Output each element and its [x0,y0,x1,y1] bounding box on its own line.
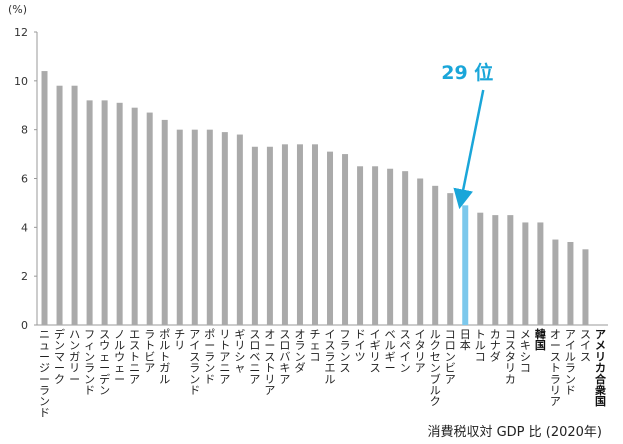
bar [56,85,63,325]
category-label: 韓国 [535,327,546,352]
bar [176,129,183,325]
category-label: チェコ [309,328,320,363]
bar [281,144,288,325]
category-label: ルクセンブルク [430,328,441,408]
category-label: リトアニア [219,328,230,386]
bar [311,144,318,325]
bar [266,146,273,325]
category-label: イタリア [415,328,426,375]
y-axis-unit: (%) [8,3,27,16]
bar [116,102,123,325]
bar [537,222,544,325]
category-label: スペイン [400,328,411,375]
y-tick-label: 8 [21,124,28,137]
bar [327,151,334,325]
bar-highlight-japan [462,205,469,325]
category-label: デンマーク [54,327,65,386]
bar [206,129,213,325]
category-label: ドイツ [355,328,366,363]
bar [131,107,138,325]
category-label: スイス [580,328,591,363]
bar [477,212,484,325]
bar [402,171,409,325]
bar [161,119,168,326]
bar [432,185,439,325]
category-label: オーストリア [264,328,275,397]
bar [221,132,228,325]
bar [372,166,379,325]
bar [101,100,108,325]
bar [417,178,424,325]
category-label: ニュージーランド [39,328,50,419]
category-label: イギリス [370,328,381,375]
bar [296,144,303,325]
bar [492,215,499,325]
bar [357,166,364,325]
category-label: ベルギー [385,328,396,375]
category-label: フランス [340,328,351,375]
y-tick-label: 0 [21,319,28,332]
category-label: チリ [174,328,185,352]
category-label: ギリシャ [234,328,245,375]
bar [522,222,529,325]
bar [387,168,394,325]
category-label: アイルランド [565,328,576,397]
y-tick-label: 10 [14,75,28,88]
bar [71,85,78,325]
category-label: オーストラリア [550,328,561,408]
bar [582,249,589,325]
category-label: コロンビア [445,328,456,386]
bar [236,134,243,325]
category-label: 日本 [460,328,471,352]
category-label: スロベニア [249,328,260,386]
category-label: トルコ [475,328,486,363]
category-label: コスタリカ [505,328,516,386]
category-label: スロバキア [279,328,290,386]
bar-series [41,71,589,326]
bar [447,193,454,325]
category-label: イスラエル [325,328,336,386]
y-tick-label: 4 [21,221,28,234]
bar [567,241,574,325]
bar [86,100,93,325]
category-label: オランダ [294,328,305,375]
y-tick-label: 2 [21,270,28,283]
category-label: メキシコ [520,328,531,375]
category-label: アメリカ合衆国 [595,328,607,408]
y-tick-label: 12 [14,26,28,39]
bar [41,71,48,325]
bar [552,239,559,325]
category-labels: ニュージーランドデンマークハンガリーフィンランドスウェーデンノルウェーエストニア… [39,327,607,419]
category-label: ハンガリー [69,328,80,386]
bar [342,154,349,325]
category-label: ノルウェー [114,328,125,386]
bar [146,112,153,325]
category-label: ポルトガル [159,328,170,386]
category-label: エストニア [129,328,140,386]
annotation-arrow [453,89,485,210]
bar [251,146,258,325]
rank-annotation: 29 位 [441,61,493,84]
bar [507,215,514,325]
category-label: ポーランド [204,328,215,386]
category-label: スウェーデン [99,328,110,397]
category-label: フィンランド [84,328,95,397]
category-label: アイスランド [189,328,200,397]
category-label: カナダ [490,328,501,363]
y-tick-label: 6 [21,173,28,186]
chart-caption: 消費税収対 GDP 比 (2020年) [427,425,602,440]
category-label: ラトビア [144,328,155,375]
y-axis-ticks: 0 2 4 6 8 10 12 [14,26,37,332]
bar [191,129,198,325]
